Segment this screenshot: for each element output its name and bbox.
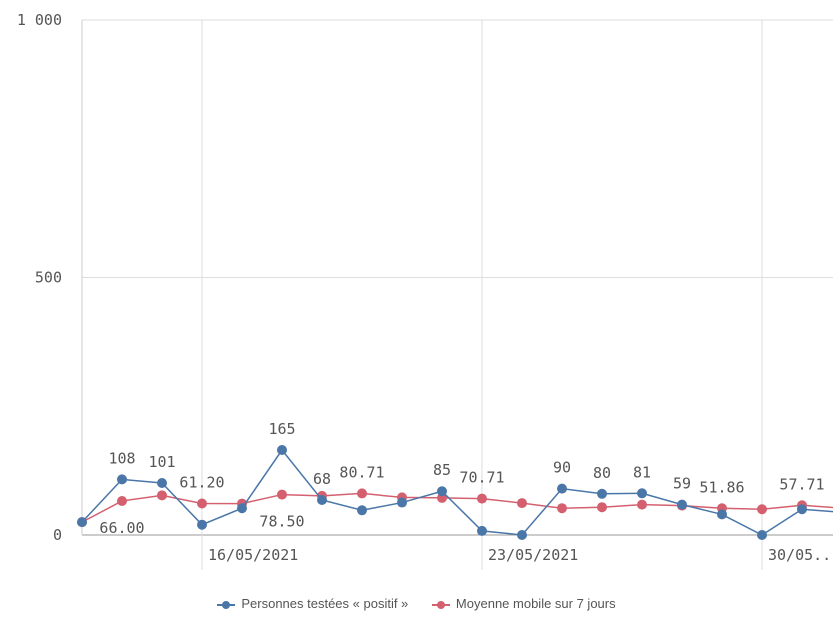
data-label: 108 <box>108 449 135 467</box>
data-point-1[interactable] <box>277 489 287 500</box>
data-point-0[interactable] <box>237 503 247 514</box>
data-point-1[interactable] <box>597 502 607 513</box>
series-group <box>77 445 833 540</box>
y-axis: 0 500 1 000 <box>17 11 62 544</box>
y-tick-label: 1 000 <box>17 11 62 29</box>
data-point-1[interactable] <box>757 504 767 515</box>
data-point-0[interactable] <box>317 494 327 505</box>
gridlines <box>81 19 833 570</box>
data-point-1[interactable] <box>477 493 487 504</box>
data-label: 59 <box>673 475 691 493</box>
data-point-0[interactable] <box>117 474 127 485</box>
data-point-1[interactable] <box>117 496 127 507</box>
data-point-0[interactable] <box>717 509 727 520</box>
data-label: 85 <box>433 461 451 479</box>
legend-swatch-positifs <box>217 599 236 611</box>
data-point-0[interactable] <box>397 497 407 508</box>
x-tick-label: 23/05/2021 <box>488 546 578 564</box>
data-point-1[interactable] <box>637 499 647 510</box>
data-point-0[interactable] <box>677 499 687 510</box>
data-point-0[interactable] <box>797 504 807 515</box>
series-line-0 <box>81 448 833 536</box>
x-tick-label: 16/05/2021 <box>208 546 298 564</box>
data-label: 78.50 <box>259 513 304 531</box>
data-point-0[interactable] <box>77 517 87 528</box>
data-label: 80 <box>593 464 611 482</box>
y-tick-label: 500 <box>35 269 62 287</box>
data-point-0[interactable] <box>597 488 607 499</box>
data-label: 90 <box>553 459 571 477</box>
x-tick-label: 30/05... <box>768 546 833 564</box>
x-axis: 16/05/2021 23/05/2021 30/05... <box>208 546 833 564</box>
data-point-0[interactable] <box>517 530 527 540</box>
line-chart: 0 500 1 000 16/05/2021 23/05/2021 30/05... 6… <box>17 11 833 570</box>
data-point-0[interactable] <box>157 477 167 488</box>
data-point-0[interactable] <box>357 505 367 516</box>
data-point-0[interactable] <box>757 530 767 540</box>
data-point-0[interactable] <box>557 483 567 494</box>
data-point-0[interactable] <box>437 486 447 497</box>
legend-swatch-moyenne <box>431 599 450 611</box>
data-label: 57.71 <box>779 475 824 493</box>
data-point-0[interactable] <box>637 488 647 499</box>
data-label: 80.71 <box>339 463 384 481</box>
data-point-1[interactable] <box>517 498 527 509</box>
data-point-0[interactable] <box>197 519 207 530</box>
data-label: 165 <box>268 420 295 438</box>
data-point-1[interactable] <box>197 498 207 509</box>
data-point-1[interactable] <box>557 503 567 514</box>
data-point-1[interactable] <box>157 490 167 501</box>
data-label: 51.86 <box>699 478 744 496</box>
data-labels: 66.00 61.20 78.50 80.71 70.71 51.86 57.71 108 10… <box>99 420 824 537</box>
data-point-0[interactable] <box>277 445 287 456</box>
data-label: 61.20 <box>179 473 224 491</box>
legend-label-moyenne: Moyenne mobile sur 7 jours <box>455 596 616 611</box>
data-label: 101 <box>148 453 175 471</box>
legend: Personnes testées « positif » Moyenne mo… <box>0 596 833 611</box>
data-point-1[interactable] <box>357 488 367 499</box>
data-label: 68 <box>313 470 331 488</box>
legend-label-positifs: Personnes testées « positif » <box>241 596 409 611</box>
y-tick-label: 0 <box>53 526 62 544</box>
legend-item-moyenne[interactable]: Moyenne mobile sur 7 jours <box>431 596 616 611</box>
data-label: 70.71 <box>459 469 504 487</box>
data-label: 81 <box>633 463 651 481</box>
data-label: 66.00 <box>99 519 144 537</box>
data-point-0[interactable] <box>477 525 487 536</box>
series-line-1 <box>81 492 833 523</box>
legend-item-positifs[interactable]: Personnes testées « positif » <box>217 596 408 611</box>
